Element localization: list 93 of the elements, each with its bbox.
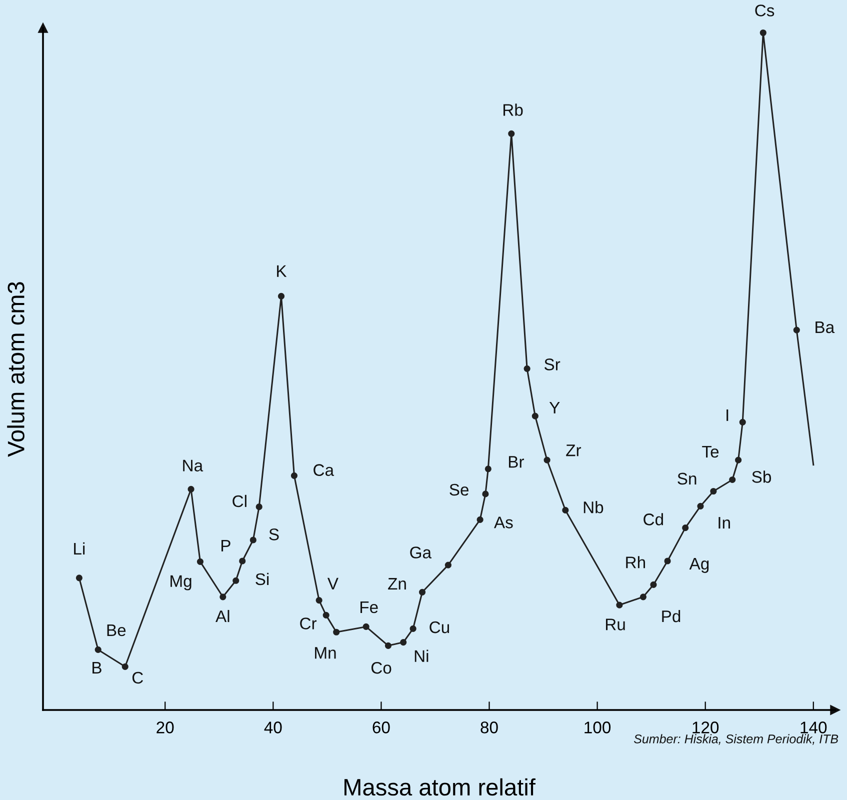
point <box>532 412 538 420</box>
point <box>400 638 407 646</box>
annotation: Zr <box>566 444 582 456</box>
annotation: V <box>327 578 338 590</box>
point <box>476 516 484 523</box>
annotation: Te <box>702 446 719 458</box>
annotation: Co <box>371 662 392 674</box>
point <box>316 596 322 604</box>
point <box>239 558 246 564</box>
x-tick-label: 140 <box>800 722 827 734</box>
point <box>384 642 392 649</box>
annotation: Cl <box>232 494 246 508</box>
point <box>278 292 285 300</box>
point <box>333 628 340 636</box>
annotation: Br <box>508 456 524 468</box>
annotation: S <box>269 528 279 540</box>
annotation: Fe <box>360 601 378 614</box>
annotation: Ru <box>606 618 625 630</box>
annotation: Al <box>216 610 230 622</box>
point <box>94 646 102 654</box>
point <box>640 594 647 600</box>
annotation: Ga <box>410 546 432 558</box>
annotation: Mg <box>170 575 192 590</box>
annotation: Si <box>256 572 269 586</box>
point <box>122 663 128 670</box>
x-tick-label: 80 <box>480 722 498 734</box>
annotation: P <box>221 540 230 552</box>
point <box>650 581 657 588</box>
annotation: Sb <box>752 470 772 483</box>
point <box>544 456 550 464</box>
annotation: As <box>494 516 513 528</box>
x-tick-label: 120 <box>692 722 719 734</box>
annotation: Rb <box>503 104 523 116</box>
point <box>760 29 766 36</box>
annotation: Sn <box>678 472 696 485</box>
point <box>524 365 530 372</box>
annotation: Na <box>183 460 204 472</box>
annotation: Cd <box>644 513 663 526</box>
point <box>220 594 226 600</box>
point <box>484 466 492 472</box>
point <box>410 625 416 632</box>
annotation: Y <box>549 402 560 414</box>
point <box>322 612 330 618</box>
point <box>739 418 746 426</box>
annotation: Cr <box>300 618 317 630</box>
y-axis-title: Volum atom cm3 <box>7 282 24 457</box>
annotation: Ca <box>314 464 334 476</box>
point <box>232 577 240 584</box>
annotation: I <box>726 409 728 421</box>
annotation: K <box>277 265 287 277</box>
point <box>76 574 82 582</box>
point <box>710 488 717 495</box>
point <box>290 472 298 479</box>
point <box>418 588 426 596</box>
point <box>250 536 256 544</box>
point <box>482 490 489 498</box>
x-tick-label: 40 <box>264 722 282 734</box>
point <box>682 524 689 532</box>
annotation: In <box>718 517 730 529</box>
point <box>735 456 742 464</box>
text: Sumber: Hiskia, Sistem Periodik, ITB <box>634 734 838 745</box>
point <box>444 562 452 568</box>
annotation: Se <box>450 484 469 496</box>
annotation: Rh <box>626 556 645 568</box>
point <box>616 602 623 608</box>
annotation: Ag <box>689 558 709 573</box>
point <box>188 486 194 493</box>
annotation: B <box>92 662 102 674</box>
annotation: Sr <box>544 358 560 370</box>
point <box>362 623 370 630</box>
x-tick-label: 60 <box>372 722 390 734</box>
x-axis-title: Massa atom relatif <box>344 778 536 796</box>
annotation: Li <box>74 542 85 554</box>
point <box>729 476 736 484</box>
point <box>508 130 515 137</box>
point <box>256 504 262 510</box>
annotation: Mn <box>315 647 336 659</box>
annotation: Nb <box>584 501 604 514</box>
point <box>697 502 704 510</box>
x-tick-label: 20 <box>156 722 174 734</box>
annotation: Ba <box>816 322 835 334</box>
annotation: Be <box>107 624 126 636</box>
point <box>793 326 800 334</box>
annotation: Pd <box>662 610 680 622</box>
point <box>664 558 671 564</box>
x-tick-label: 100 <box>584 722 611 734</box>
annotation: Cs <box>755 4 774 16</box>
point <box>562 506 569 514</box>
point <box>196 558 204 565</box>
annotation: Cu <box>430 621 449 634</box>
annotation: C <box>132 672 143 684</box>
annotation: Zn <box>388 578 406 590</box>
annotation: Ni <box>414 650 428 662</box>
